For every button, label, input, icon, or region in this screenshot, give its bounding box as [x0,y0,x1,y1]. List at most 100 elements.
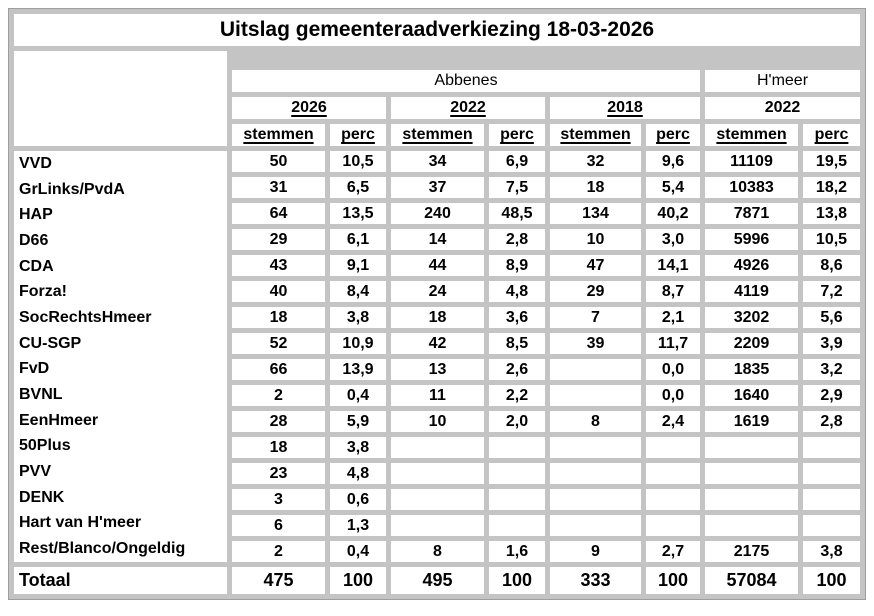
data-cell [646,515,700,536]
data-cell: 40 [232,281,325,302]
data-cell [391,515,484,536]
total-cell: 100 [803,567,860,594]
data-cell [550,437,641,458]
data-cell: 10 [550,229,641,250]
data-cell: 7 [550,307,641,328]
data-cell: 6,1 [330,229,386,250]
data-cell: 3,8 [330,437,386,458]
data-cell: 13 [391,359,484,380]
data-cell: 47 [550,255,641,276]
perc-header-2: perc [500,126,534,143]
party-name-column: VVD GrLinks/PvdA HAP D66 CDA Forza! SocRechtsH… [14,151,227,562]
row-label: GrLinks/PvdA [19,180,125,198]
data-cell: 66 [232,359,325,380]
total-cell: 100 [489,567,545,594]
column-group-hmeer: H'meer [705,70,860,92]
data-cell: 18 [232,437,325,458]
data-cell [803,463,860,484]
data-cell: 37 [391,177,484,198]
data-cell [705,463,798,484]
data-cell: 10,5 [330,151,386,172]
data-cell [550,515,641,536]
total-cell: 333 [550,567,641,594]
row-label: DENK [19,488,65,506]
data-cell: 0,4 [330,385,386,406]
data-cell: 43 [232,255,325,276]
data-cell: 8,4 [330,281,386,302]
data-cell [803,515,860,536]
data-cell [705,515,798,536]
data-cell [550,489,641,510]
data-cell: 2,0 [489,411,545,432]
row-label: BVNL [19,386,63,404]
data-cell: 8 [391,541,484,562]
data-cell: 44 [391,255,484,276]
data-cell: 34 [391,151,484,172]
total-cell: 100 [330,567,386,594]
data-cell: 0,4 [330,541,386,562]
data-cell: 5,4 [646,177,700,198]
data-cell: 2 [232,385,325,406]
row-label: D66 [19,231,49,249]
data-cell: 2,6 [489,359,545,380]
row-label: Hart van H'meer [19,514,142,532]
row-label: PVV [19,463,52,481]
data-cell: 3202 [705,307,798,328]
data-cell: 5,9 [330,411,386,432]
data-cell: 9,1 [330,255,386,276]
data-cell: 28 [232,411,325,432]
column-group-abbenes: Abbenes [232,70,700,92]
stemmen-header-3: stemmen [560,126,631,143]
data-cell: 10 [391,411,484,432]
data-cell [705,437,798,458]
data-cell: 50 [232,151,325,172]
total-cell: 57084 [705,567,798,594]
data-cell: 10,5 [803,229,860,250]
data-cell: 23 [232,463,325,484]
data-cell: 3,8 [803,541,860,562]
data-cell: 3,6 [489,307,545,328]
data-cell [646,437,700,458]
data-cell: 14,1 [646,255,700,276]
row-label: 50Plus [19,437,71,455]
data-cell: 4926 [705,255,798,276]
data-cell [391,437,484,458]
row-label: EenHmeer [19,411,99,429]
data-cell: 29 [550,281,641,302]
data-cell [489,463,545,484]
data-cell: 13,5 [330,203,386,224]
data-cell: 3,9 [803,333,860,354]
total-row-label: Totaal [14,567,227,594]
total-cell: 475 [232,567,325,594]
data-cell: 2,2 [489,385,545,406]
data-cell: 24 [391,281,484,302]
data-cell: 3,0 [646,229,700,250]
corner-cell [14,51,227,146]
data-cell: 6 [232,515,325,536]
data-cell: 9 [550,541,641,562]
data-cell [489,489,545,510]
data-cell: 9,6 [646,151,700,172]
data-cell: 5,6 [803,307,860,328]
row-label: SocRechtsHmeer [19,308,152,326]
year-header-abbenes-2018: 2018 [607,99,643,116]
data-cell: 1835 [705,359,798,380]
data-cell: 18 [550,177,641,198]
year-header-abbenes-2026: 2026 [291,99,327,116]
data-cell: 2,8 [489,229,545,250]
data-cell: 1,3 [330,515,386,536]
data-cell: 8,6 [803,255,860,276]
stemmen-header-2: stemmen [402,126,473,143]
data-cell: 18,2 [803,177,860,198]
data-cell [803,437,860,458]
data-cell: 1619 [705,411,798,432]
data-cell: 7871 [705,203,798,224]
results-table: Uitslag gemeenteraadverkiezing 18-03-202… [14,14,860,594]
data-cell: 10,9 [330,333,386,354]
data-cell: 3 [232,489,325,510]
total-cell: 100 [646,567,700,594]
data-cell [705,489,798,510]
data-cell [489,437,545,458]
report-title: Uitslag gemeenteraadverkiezing 18-03-202… [14,14,860,46]
data-cell: 31 [232,177,325,198]
